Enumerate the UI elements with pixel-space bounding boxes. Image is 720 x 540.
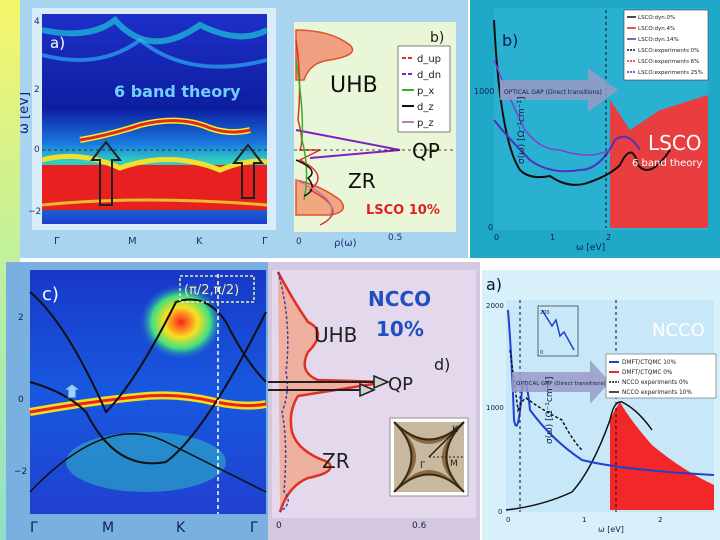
up-arrow-icon bbox=[89, 140, 123, 206]
panel-e-ylabel: σ(ω) [Ω⁻¹cm⁻¹] bbox=[545, 377, 555, 444]
panel-b-dos-qp: QP bbox=[412, 139, 440, 163]
legend-d-up: d_up bbox=[417, 54, 441, 65]
panel-a-y-label: ω [eV] bbox=[20, 92, 32, 134]
legend-ncco-exp-10: NCCO experiments 10% bbox=[622, 390, 692, 396]
legend-lsco-dyn-14: LSCO:dyn.14% bbox=[638, 37, 679, 43]
legend-d-z: d_z bbox=[417, 102, 434, 113]
panel-e-red-area bbox=[610, 402, 714, 510]
panel-c-ytick-0: 0 bbox=[18, 395, 24, 405]
panel-a-ytick-4: 4 bbox=[34, 17, 40, 27]
panel-c-band-structure: c) (π/2,π/2) 2 0 −2 Γ M K Γ bbox=[6, 262, 272, 540]
panel-b-optics-ytick-1000: 1000 bbox=[474, 87, 494, 96]
panel-a-band-structure: a) 6 band theory ω [eV] 4 2 0 −2 Γ M K Γ bbox=[20, 0, 290, 258]
panel-c-ytick-2: 2 bbox=[18, 313, 24, 323]
panel-b-dos-doping: LSCO 10% bbox=[366, 203, 440, 218]
panel-d-dos: d) NCCO 10% UHB QP ZR K M Γ 0 0.6 bbox=[268, 262, 480, 540]
panel-e-xtick-1: 1 bbox=[582, 516, 586, 524]
panel-e-xlabel: ω [eV] bbox=[598, 525, 624, 534]
panel-a-ytick-m2: −2 bbox=[28, 207, 41, 217]
arrow-head-icon bbox=[373, 374, 390, 390]
panel-a-title: 6 band theory bbox=[114, 82, 241, 101]
panel-c-xtick-m: M bbox=[102, 520, 114, 536]
inset-label-gamma: Γ bbox=[420, 461, 425, 471]
panel-e-inset-tick-200: 200 bbox=[540, 310, 550, 316]
panel-b-dos-xlabel: ρ(ω) bbox=[334, 238, 357, 249]
inset-label-m: M bbox=[450, 459, 458, 469]
legend-d-dn: d_dn bbox=[417, 70, 441, 81]
panel-b-dos-zr: ZR bbox=[348, 169, 376, 193]
panel-b-optics-xtick-0: 0 bbox=[494, 233, 499, 242]
up-arrow-icon bbox=[231, 143, 265, 199]
panel-e-ytick-2000: 2000 bbox=[486, 302, 504, 310]
panel-d-material: NCCO bbox=[368, 287, 431, 311]
panel-b-optics-material: LSCO bbox=[648, 131, 702, 155]
legend-dmft-0: DMFT/CTQMC 0% bbox=[622, 370, 673, 376]
legend-lsco-exp-25: LSCO:experiments 25% bbox=[638, 70, 703, 76]
panel-b-optics-theory: 6 band theory bbox=[632, 158, 703, 169]
legend-ncco-exp-0: NCCO experiments 0% bbox=[622, 380, 689, 386]
panel-e-xtick-0: 0 bbox=[506, 516, 510, 524]
panel-d-qp: QP bbox=[388, 374, 413, 395]
panel-b-dos-label: b) bbox=[430, 30, 444, 46]
panel-b-dos-legend-entries: d_up d_dn p_x d_z p_z bbox=[402, 54, 441, 129]
panel-a-ytick-0: 0 bbox=[34, 145, 40, 155]
panel-b-optics-xtick-2: 2 bbox=[606, 233, 611, 242]
panel-a-xtick-k: K bbox=[196, 236, 203, 247]
optical-gap-arrow-icon bbox=[512, 360, 610, 404]
panel-e-optics: OPTICAL GAP (Direct transitions) DMFT/CT… bbox=[482, 270, 720, 540]
up-arrow-icon bbox=[62, 383, 82, 399]
panel-e-label: a) bbox=[486, 275, 502, 294]
panel-e-legend bbox=[605, 353, 717, 399]
panel-a-xtick-gamma-end: Γ bbox=[262, 236, 268, 247]
inset-label-k: K bbox=[452, 425, 459, 435]
panel-a-label: a) bbox=[50, 34, 65, 52]
panel-d-xtick-06: 0.6 bbox=[412, 521, 427, 531]
panel-c-xtick-gamma-end: Γ bbox=[250, 520, 258, 536]
legend-p-x: p_x bbox=[417, 86, 434, 97]
panel-b-optics-label: b) bbox=[502, 31, 518, 50]
panel-d-doping: 10% bbox=[376, 317, 424, 341]
panel-b-optics: OPTICAL GAP (Direct transitions) LSCO:dy… bbox=[470, 0, 720, 258]
panel-a-xtick-m: M bbox=[128, 236, 137, 247]
panel-c-k-point: (π/2,π/2) bbox=[184, 283, 239, 298]
panel-e-ytick-1000: 1000 bbox=[486, 404, 504, 412]
panel-b-optics-xtick-1: 1 bbox=[550, 233, 555, 242]
panel-a-xtick-gamma: Γ bbox=[54, 236, 60, 247]
optical-gap-arrow-icon bbox=[500, 68, 618, 112]
panel-e-ytick-0: 0 bbox=[498, 508, 502, 516]
panel-e-xtick-2: 2 bbox=[658, 516, 662, 524]
panel-c-xtick-gamma: Γ bbox=[30, 520, 38, 536]
panel-d-label: d) bbox=[434, 355, 450, 374]
panel-b-dos: d_up d_dn p_x d_z p_z b) UHB QP ZR LSCO … bbox=[290, 0, 468, 258]
panel-e-arrow-text: OPTICAL GAP (Direct transitions) bbox=[516, 381, 606, 387]
panel-b-dos-xtick-05: 0.5 bbox=[388, 233, 402, 243]
panel-c-label: c) bbox=[42, 284, 59, 305]
arrow-head-icon bbox=[359, 382, 376, 398]
legend-lsco-dyn-4: LSCO:dyn.4% bbox=[638, 26, 675, 32]
panel-b-optics-red-area bbox=[610, 95, 708, 228]
legend-lsco-exp-6: LSCO:experiments 6% bbox=[638, 59, 699, 65]
panel-c-ytick-m2: −2 bbox=[14, 467, 27, 477]
panel-b-optics-xlabel: ω [eV] bbox=[576, 243, 605, 253]
panel-b-dos-xtick-0: 0 bbox=[296, 237, 302, 247]
legend-p-z: p_z bbox=[417, 118, 434, 129]
panel-b-optics-ylabel: σ(ω) [Ω⁻¹cm⁻¹] bbox=[517, 97, 527, 164]
panel-b-optics-ytick-0: 0 bbox=[488, 223, 493, 232]
panel-e-inset-tick-0: 0 bbox=[540, 350, 543, 356]
panel-d-xtick-0: 0 bbox=[276, 521, 282, 531]
legend-lsco-dyn-0: LSCO:dyn.0% bbox=[638, 15, 675, 21]
panel-b-dos-uhb: UHB bbox=[330, 73, 378, 98]
panel-d-zr: ZR bbox=[322, 449, 350, 473]
panel-a-ytick-2: 2 bbox=[34, 85, 40, 95]
panel-e-material: NCCO bbox=[652, 320, 705, 341]
legend-lsco-exp-0: LSCO:experiments 0% bbox=[638, 48, 699, 54]
panel-b-optics-arrow-text: OPTICAL GAP (Direct transitions) bbox=[504, 89, 602, 96]
panel-c-xtick-k: K bbox=[176, 520, 186, 536]
legend-dmft-10: DMFT/CTQMC 10% bbox=[622, 360, 677, 366]
panel-d-uhb: UHB bbox=[314, 323, 357, 347]
panel-b-optics-legend bbox=[623, 9, 709, 81]
